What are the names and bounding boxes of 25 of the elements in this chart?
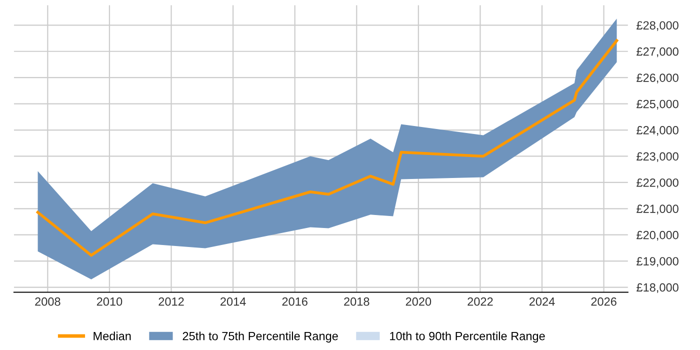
y-tick-label: £23,000 (636, 152, 678, 162)
x-tick-label: 2026 (591, 297, 616, 306)
legend-label: 25th to 75th Percentile Range (182, 332, 338, 343)
legend-label: Median (94, 332, 131, 340)
x-tick-label: 2018 (344, 297, 370, 306)
x-tick-label: 2024 (529, 297, 555, 306)
y-tick-label: £27,000 (636, 47, 678, 58)
y-tick-label: £19,000 (636, 257, 678, 267)
x-tick-label: 2008 (35, 297, 60, 306)
y-tick-label: £22,000 (636, 178, 678, 188)
x-tick-label: 2022 (468, 297, 493, 306)
x-tick-label: 2014 (220, 297, 246, 306)
legend-label: 10th to 90th Percentile Range (390, 332, 545, 343)
y-tick-label: £25,000 (636, 100, 678, 110)
y-tick-label: £21,000 (636, 204, 678, 214)
x-tick-label: 2020 (406, 297, 432, 306)
y-tick-label: £26,000 (636, 74, 678, 84)
y-tick-label: £18,000 (636, 283, 678, 294)
y-tick-label: £20,000 (636, 230, 678, 241)
x-tick-label: 2012 (158, 297, 184, 306)
x-tick-label: 2010 (96, 297, 122, 306)
line-series (36, 39, 618, 257)
x-tick-label: 2016 (282, 297, 308, 306)
y-tick-label: £24,000 (636, 126, 678, 136)
y-tick-label: £28,000 (636, 21, 678, 31)
